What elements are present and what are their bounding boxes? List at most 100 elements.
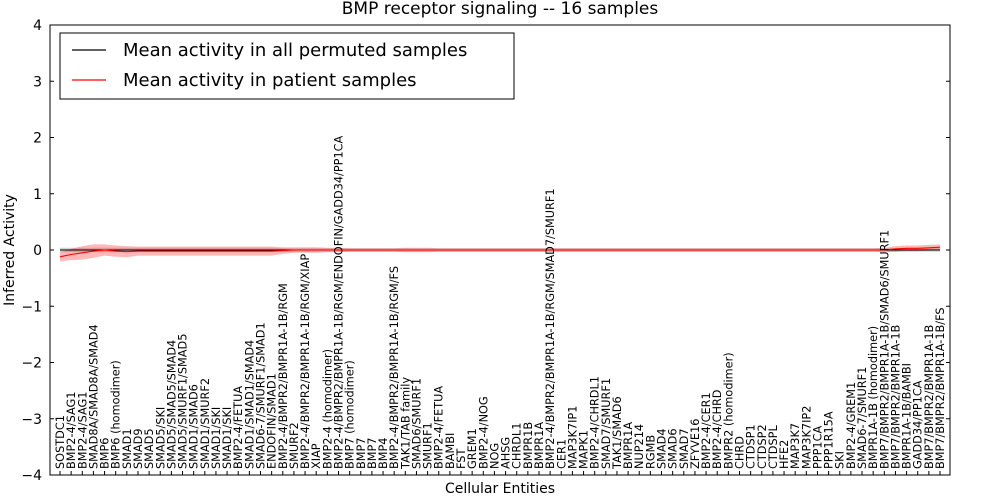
x-category-label: BMPR1A-1B (homodimer) [867,326,880,469]
x-category-label: BMPR1A [533,422,546,469]
x-category-label: SMAD6-7/SMURF1/SMAD1 [255,322,268,469]
x-category-label: SMAD7/SMURF1 [600,378,613,469]
x-category-label: BMP7/BMPR2/BMPR1A-1B [889,325,902,469]
y-tick-label: −2 [21,356,42,372]
y-tick-label: 2 [33,131,42,147]
x-category-label: BMP7/BMPR2/BMPR1A-1B [923,325,936,469]
patient-band [60,244,940,262]
x-category-label: SMAD6/SMURF1 [411,378,424,469]
x-category-label: CTDSPL [767,425,780,469]
x-category-label: BMP2-4/CHRD [711,389,724,469]
x-category-label: BMP6 (homodimer) [110,360,123,469]
x-category-label: BMP2-4/BMPR2/BMPR1A-1B/RGM/FS [388,266,401,469]
y-axis-label: Inferred Activity [2,194,18,306]
x-category-label: CTDSP1 [745,424,758,469]
x-category-label: SKI [834,451,847,469]
x-category-label: BMP7/BMPR2/BMPR1A-1B/SMAD6/SMURF1 [878,230,891,469]
x-category-label: SMURF1 [422,422,435,469]
legend-box [59,32,515,100]
x-category-label: BMP6 [99,438,112,470]
x-category-label: RGMB [644,435,657,469]
x-category-label: MAP3K7IP1 [566,406,579,469]
x-category-label: SMAD7 [678,428,691,469]
x-category-label: MAP3K7 [789,423,802,469]
x-category-label: BAMBI [444,433,457,469]
y-tick-label: −4 [21,468,42,484]
x-category-label: BMP2-4 (homodimer) [321,349,334,469]
x-category-label: SMAD1 [121,428,134,469]
x-category-label: CHRDL1 [511,423,524,469]
legend-label-permuted: Mean activity in all permuted samples [123,40,467,61]
x-category-label: BMP2-4/GREM1 [845,382,858,469]
chart-title: BMP receptor signaling -- 16 samples [342,0,659,19]
x-category-label: BMP2-4/CHRDL1 [589,376,602,469]
x-category-label: BMP7 [355,438,368,470]
y-tick-label: 3 [33,74,42,90]
x-category-label: NOG [488,443,501,469]
y-tick-label: 4 [33,18,42,34]
x-category-label: MAP3K7IP2 [800,406,813,469]
plot-area [59,244,941,262]
legend-label-patient: Mean activity in patient samples [123,70,417,91]
x-category-label: SMAD9 [132,428,145,469]
x-category-label: BMPR1B [522,422,535,469]
x-category-label: ENDOFIN/SMAD1 [266,373,279,469]
x-category-label: SMAD6 [667,428,680,469]
x-category-label: PPP1R15A [823,411,836,469]
y-tick-label: 0 [33,243,42,259]
x-category-label: SOSTDC1 [54,415,67,469]
x-category-label: TAK1/SMAD6 [611,396,624,470]
x-category-label: BMP2-4/FETUA [232,386,245,469]
x-category-label: CHRD [734,436,747,469]
x-category-label: BMP2-4/SAG1 [65,392,78,469]
x-category-label: SMAD6-7/SMURF1 [856,367,869,469]
x-category-label: BMP2-4/BMPR2/BMPR1A-1B/RGM/SMAD7/SMURF1 [544,188,557,469]
x-category-label: SMAD1/SMAD1/SMAD4 [243,340,256,469]
series-line-patient [59,246,941,258]
x-category-label: PPP1CA [812,425,825,469]
x-category-label: BMP2-4/CER1 [700,392,713,469]
x-category-label: BMP2-4/BMPR2/BMPR1A-1B/RGM [277,283,290,469]
x-category-label: BMP4 [377,438,390,470]
x-category-label: SMAD1/SKI [210,407,223,469]
x-category-label: BMPR1A-1B/BAMBI [901,363,914,469]
x-category-label: BMP2-4/SAG1 [76,392,89,469]
y-tick-label: −3 [21,412,42,428]
x-category-label: ZFYVE16 [689,419,702,469]
x-category-label: CTDSP2 [756,424,769,469]
x-category-label: AHSG [500,437,513,469]
x-category-label: SMAD1/SMAD6 [188,384,201,469]
y-tick-label: −1 [21,299,42,315]
x-category-label: BMPR2 (homodimer) [722,352,735,469]
x-category-label: SMAD5/SKI [154,407,167,469]
x-category-label: GADD34/PP1CA [912,380,925,469]
x-category-label: CER1 [555,439,568,469]
x-category-label: NUP214 [633,424,646,469]
x-category-label: XIAP [310,443,323,469]
x-category-label: SMAD1/SKI [221,407,234,469]
x-category-label: SMAD5 [143,428,156,469]
x-category-label: BMP2-4/BMPR2/BMPR1A-1B/RGM/XIAP [299,254,312,469]
x-category-label: SMAD1/SMURF2 [199,378,212,469]
x-category-label: SMAD5/SMAD5/SMAD4 [165,340,178,469]
x-category-label: MAPK1 [578,430,591,469]
x-category-label: BMP7/BMPR2/BMPR1A-1B/FS [934,307,947,469]
y-tick-label: 1 [33,187,42,203]
x-category-label: BMP2-4/FETUA [433,386,446,469]
x-category-label: FST [455,449,468,469]
x-category-label: SMAD5/SMURF1/SMAD5 [177,334,190,469]
x-category-label: TAK1/TAB family [399,377,412,470]
x-category-label: HFE2 [778,440,791,469]
legend: Mean activity in all permuted samples Me… [59,32,515,100]
x-category-label: SMAD8A/SMAD8A/SMAD4 [87,324,100,469]
x-category-label: BMPR1A [622,422,635,469]
x-category-label: SMURF2 [288,422,301,469]
x-category-label: BMP2-4/BMPR2/BMPR1A-1B/RGM/ENDOFIN/GADD3… [333,135,346,469]
x-category-label: GREM1 [466,428,479,469]
x-category-label: BMP2-4/NOG [477,396,490,469]
x-category-label: SMAD4 [656,428,669,469]
x-category-label: BMP7 (homodimer) [344,360,357,469]
x-axis-label: Cellular Entities [445,481,555,497]
x-category-label: BMP7 [366,438,379,470]
